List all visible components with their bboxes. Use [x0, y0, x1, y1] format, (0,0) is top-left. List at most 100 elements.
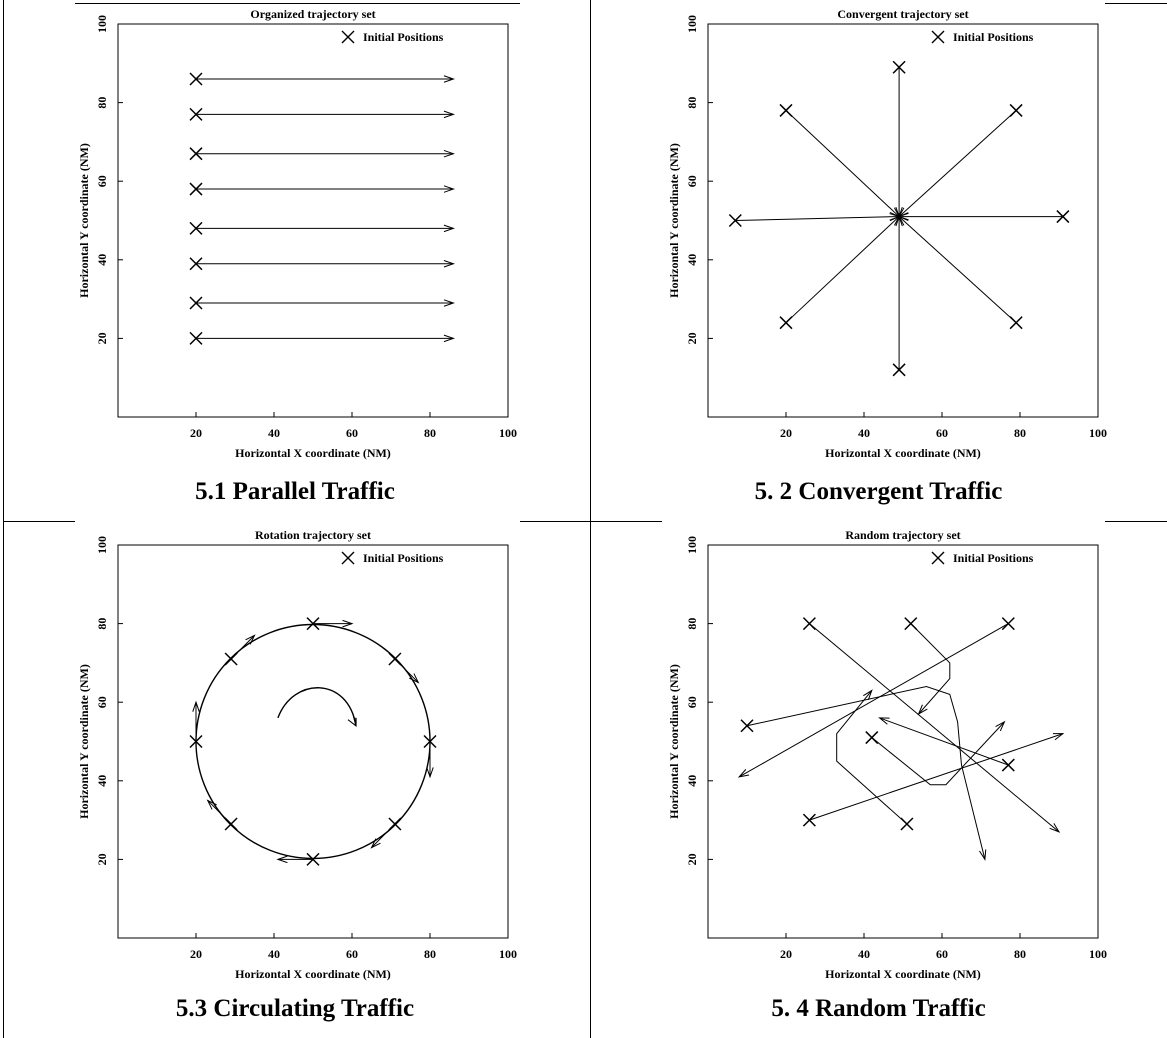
initial-position-marker — [306, 617, 320, 631]
x-tick-label: 40 — [268, 947, 280, 961]
x-tick-label: 60 — [346, 426, 358, 440]
x-axis-label: Horizontal X coordinate (NM) — [825, 446, 981, 460]
y-tick-label: 60 — [685, 175, 699, 187]
initial-position-marker — [189, 734, 203, 749]
panel-circulating: Rotation trajectory set 20 40 60 80 100 20 40 60… — [0, 521, 590, 1038]
trajectory-line — [746, 685, 986, 860]
x-tick-label: 20 — [190, 947, 202, 961]
y-axis-label: Horizontal Y coordinate (NM) — [667, 664, 681, 819]
initial-position-marker — [306, 852, 320, 866]
chart-parallel: Organized trajectory set 20 40 60 80 100 20 40 6… — [77, 7, 517, 460]
x-axis-label: Horizontal X coordinate (NM) — [235, 446, 391, 460]
initial-position-marker — [740, 719, 754, 733]
initial-position-marker — [865, 731, 879, 745]
trajectory-line — [735, 216, 900, 221]
initial-position-marker — [423, 734, 437, 749]
x-tick-label: 20 — [780, 426, 792, 440]
y-tick-label: 20 — [685, 853, 699, 865]
y-tick-label: 80 — [95, 97, 109, 109]
x-tick-label: 20 — [190, 426, 202, 440]
trajectory-line — [879, 717, 1009, 766]
frame-top-left — [75, 3, 520, 4]
trajectory-arrowhead — [979, 849, 987, 861]
trajectory-line — [785, 110, 900, 217]
legend-label: Initial Positions — [363, 551, 444, 565]
x-tick-label: 40 — [858, 947, 870, 961]
x-tick-label: 60 — [936, 426, 948, 440]
frame-mid-right — [1105, 521, 1167, 522]
y-tick-label: 100 — [95, 536, 109, 554]
trajectory-line — [910, 623, 951, 715]
initial-position-marker — [1009, 103, 1023, 117]
initial-position-marker — [224, 652, 238, 666]
x-tick-label: 20 — [780, 947, 792, 961]
legend-marker — [341, 551, 355, 565]
trajectory-arrowhead — [342, 619, 354, 628]
panel-caption: 5. 4 Random Traffic — [771, 995, 986, 1022]
y-tick-label: 20 — [685, 332, 699, 344]
trajectory-line — [809, 623, 1060, 833]
legend-label: Initial Positions — [953, 551, 1034, 565]
y-axis-label: Horizontal Y coordinate (NM) — [667, 143, 681, 298]
initial-position-marker — [802, 813, 816, 827]
y-tick-label: 20 — [95, 853, 109, 865]
panel-parallel: Organized trajectory set 20 40 60 80 100 20 40 6… — [0, 0, 590, 521]
initial-position-marker — [1056, 210, 1070, 224]
y-axis-label: Horizontal Y coordinate (NM) — [77, 143, 91, 298]
y-tick-label: 40 — [95, 775, 109, 787]
panel-convergent: Convergent trajectory set 20 40 60 80 100 20 40… — [590, 0, 1167, 521]
trajectory-line — [785, 216, 900, 324]
trajectory-arrowhead — [443, 224, 455, 233]
frame-top-right — [1105, 3, 1167, 4]
panel-caption: 5. 2 Convergent Traffic — [754, 478, 1003, 505]
initial-position-marker — [1009, 316, 1023, 330]
trajectory-arrowhead — [370, 838, 381, 849]
y-tick-label: 80 — [685, 97, 699, 109]
initial-position-marker — [189, 296, 203, 310]
initial-position-marker — [224, 817, 238, 831]
trajectory-arrowhead — [917, 704, 928, 716]
trajectory-line — [738, 623, 1009, 778]
trajectory-arrowhead — [443, 185, 455, 193]
y-tick-label: 100 — [95, 15, 109, 33]
plot-frame — [707, 23, 1099, 418]
x-axis-label: Horizontal X coordinate (NM) — [235, 967, 391, 981]
x-tick-label: 40 — [268, 426, 280, 440]
x-tick-label: 80 — [424, 426, 436, 440]
x-tick-label: 60 — [346, 947, 358, 961]
legend-label: Initial Positions — [953, 30, 1034, 44]
frame-mid-left — [3, 521, 75, 522]
trajectory-line — [898, 216, 1017, 324]
y-tick-label: 60 — [95, 175, 109, 187]
trajectory-arrowhead — [443, 260, 455, 268]
trajectory-arrowhead — [443, 110, 455, 119]
frame-mid-center — [520, 521, 662, 522]
y-tick-label: 60 — [685, 696, 699, 708]
initial-position-marker — [900, 817, 914, 831]
chart-convergent: Convergent trajectory set 20 40 60 80 100 20 40… — [667, 7, 1107, 460]
rotation-direction-arrow — [277, 687, 357, 726]
x-tick-label: 100 — [1089, 947, 1107, 961]
plot-frame — [117, 544, 509, 939]
trajectory-arrowhead — [443, 334, 455, 343]
trajectory-arrowhead — [443, 75, 455, 83]
trajectory-arrowhead — [192, 700, 200, 712]
trajectory-arrowhead — [443, 299, 455, 307]
initial-position-marker — [189, 72, 203, 86]
y-tick-label: 40 — [95, 254, 109, 266]
initial-position-marker — [189, 147, 203, 161]
chart-title: Organized trajectory set — [250, 7, 375, 21]
trajectory-line — [809, 733, 1064, 821]
initial-position-marker — [189, 331, 203, 345]
y-tick-label: 40 — [685, 775, 699, 787]
trajectory-arrowhead — [409, 673, 420, 684]
x-tick-label: 80 — [1014, 947, 1026, 961]
initial-position-marker — [388, 652, 402, 666]
initial-position-marker — [189, 257, 203, 271]
trajectory-arrowhead — [1052, 733, 1065, 741]
y-tick-label: 100 — [685, 536, 699, 554]
y-tick-label: 80 — [95, 618, 109, 630]
chart-title: Rotation trajectory set — [255, 528, 371, 542]
x-tick-label: 40 — [858, 426, 870, 440]
initial-position-marker — [189, 182, 203, 196]
